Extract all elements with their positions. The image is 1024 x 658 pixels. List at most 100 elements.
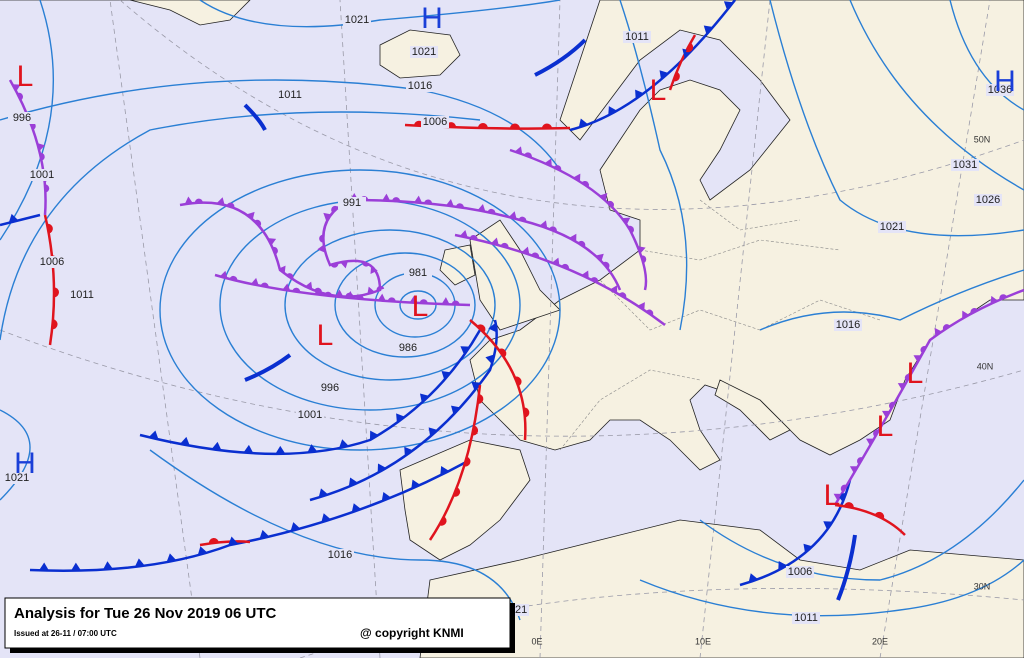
isobar-label: 1001 bbox=[30, 169, 54, 181]
cold-triangle bbox=[703, 25, 714, 35]
label-bg bbox=[3, 472, 31, 484]
occl-triangle bbox=[573, 173, 581, 182]
front-symbol bbox=[53, 287, 59, 298]
front-symbol bbox=[197, 546, 208, 556]
occl-triangle bbox=[897, 383, 906, 391]
isobar-label: 996 bbox=[321, 382, 339, 394]
warm-bump bbox=[843, 502, 854, 509]
occl-triangle bbox=[477, 204, 486, 212]
front-symbol bbox=[610, 285, 627, 299]
label-bg bbox=[786, 566, 814, 578]
occl-bump bbox=[999, 294, 1007, 300]
occl-triangle bbox=[521, 246, 530, 255]
cold-triangle bbox=[290, 522, 301, 532]
front-symbol bbox=[440, 466, 450, 476]
front-symbol bbox=[578, 118, 589, 128]
front-symbol bbox=[134, 558, 145, 567]
front-symbol bbox=[148, 430, 159, 440]
front-symbol bbox=[38, 562, 49, 571]
front-symbol bbox=[211, 441, 222, 451]
occl-bump bbox=[455, 203, 464, 208]
isobar-label: 1011 bbox=[278, 89, 302, 101]
greenland bbox=[0, 0, 251, 26]
italy bbox=[714, 379, 791, 441]
cold-triangle bbox=[471, 381, 481, 391]
front-symbol bbox=[508, 211, 527, 222]
front-symbol bbox=[521, 246, 540, 258]
cold-triangle bbox=[404, 446, 413, 457]
front-symbol bbox=[460, 346, 470, 355]
occl-triangle bbox=[581, 270, 589, 279]
occl-bump bbox=[30, 122, 36, 130]
label-bg bbox=[8, 112, 36, 124]
isobar-label: 1006 bbox=[40, 256, 64, 268]
front-symbol bbox=[523, 407, 530, 418]
occl-triangle bbox=[637, 302, 645, 311]
occl-bump bbox=[645, 309, 654, 316]
cold-triangle bbox=[635, 89, 644, 100]
front-symbol bbox=[184, 196, 203, 204]
cold-triangle bbox=[38, 562, 49, 571]
isobar-label: 1021 bbox=[345, 14, 369, 26]
front-symbol bbox=[599, 192, 614, 208]
front-symbol bbox=[472, 425, 479, 436]
pressure-center: L bbox=[877, 410, 894, 443]
cold-front bbox=[569, 0, 736, 132]
front-symbol bbox=[544, 158, 562, 171]
warm-bump bbox=[673, 71, 680, 82]
warm-bump bbox=[464, 456, 471, 467]
cold-triangle bbox=[8, 213, 19, 223]
occl-bump bbox=[323, 291, 332, 297]
front-symbol bbox=[477, 123, 488, 129]
warm-bump bbox=[514, 376, 522, 387]
front-symbol bbox=[881, 401, 896, 418]
front-symbol bbox=[216, 197, 235, 208]
front-symbol bbox=[330, 260, 349, 269]
occl-triangle bbox=[304, 281, 313, 290]
cold-triangle bbox=[578, 118, 589, 128]
isobar-label: 1026 bbox=[976, 194, 1000, 206]
occl-bump bbox=[857, 457, 864, 465]
front-symbol bbox=[445, 198, 464, 208]
front-symbol bbox=[46, 223, 53, 234]
cold-triangle bbox=[102, 561, 113, 570]
front-symbol bbox=[934, 324, 951, 336]
occl-bump bbox=[873, 429, 880, 437]
occl-triangle bbox=[866, 438, 875, 446]
cold-triangle bbox=[228, 536, 238, 546]
front-symbol bbox=[464, 456, 471, 467]
cold-triangle bbox=[608, 106, 618, 116]
label-bg bbox=[834, 319, 862, 331]
occl-triangle bbox=[278, 265, 286, 274]
cold-triangle bbox=[321, 513, 331, 523]
warm-bump bbox=[439, 516, 447, 526]
label-bg bbox=[394, 342, 422, 354]
occl-triangle bbox=[246, 211, 255, 220]
front-symbol bbox=[476, 324, 486, 333]
grid-label: 0E bbox=[531, 636, 542, 646]
isobar-label: 991 bbox=[343, 197, 361, 209]
occl-bump bbox=[889, 401, 896, 410]
pressure-center: L bbox=[907, 357, 924, 390]
cold-triangle bbox=[369, 430, 379, 441]
front-symbol bbox=[833, 484, 847, 501]
occl-triangle bbox=[12, 84, 21, 92]
front-symbol bbox=[485, 354, 495, 365]
warm-bump bbox=[541, 123, 552, 129]
isobar-label: 1016 bbox=[328, 549, 352, 561]
occl-triangle bbox=[990, 295, 998, 304]
front-symbol bbox=[913, 345, 927, 363]
occl-bump bbox=[226, 202, 235, 208]
occl-bump bbox=[272, 246, 278, 255]
isobar bbox=[334, 252, 476, 358]
front-symbol bbox=[246, 211, 262, 227]
isobar-label: 1036 bbox=[988, 84, 1012, 96]
front-symbol bbox=[102, 561, 113, 570]
label-bg bbox=[296, 409, 324, 421]
occl-triangle bbox=[441, 297, 450, 305]
label-bg bbox=[410, 46, 438, 58]
label-bg bbox=[421, 116, 449, 128]
label-bg bbox=[343, 14, 371, 26]
front-symbol bbox=[608, 106, 618, 116]
front-symbol bbox=[471, 381, 481, 391]
